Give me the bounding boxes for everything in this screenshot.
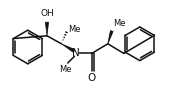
Polygon shape: [108, 31, 113, 44]
Text: OH: OH: [40, 9, 54, 18]
Text: O: O: [88, 73, 96, 83]
Text: Me: Me: [113, 19, 126, 28]
Text: Me: Me: [59, 65, 72, 74]
Polygon shape: [61, 44, 75, 52]
Text: N: N: [72, 48, 80, 58]
Polygon shape: [45, 22, 49, 36]
Text: Me: Me: [69, 25, 81, 34]
